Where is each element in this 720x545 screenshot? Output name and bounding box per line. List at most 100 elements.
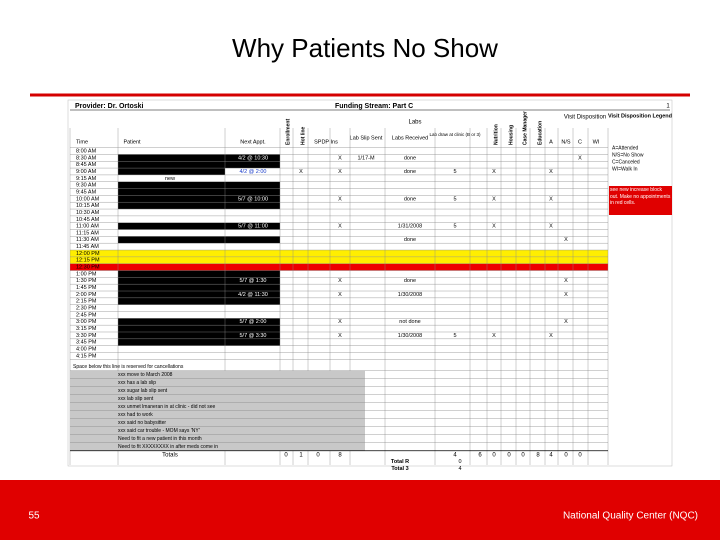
cell-text: C=Canceled (612, 159, 640, 165)
cell-text: Housing (508, 125, 514, 145)
redacted-cell (118, 297, 280, 305)
cell-text: N/S=No Show (612, 152, 644, 158)
cell-text: X (338, 319, 342, 325)
cell-text: X (564, 319, 568, 325)
cell-text: Next Appt. (240, 139, 266, 145)
cell-text: xxx lab slip sent (118, 396, 154, 402)
cell-text: X (564, 278, 568, 284)
cell-text: 8 (338, 452, 342, 458)
cell-text: A (549, 139, 553, 145)
redacted-cell (118, 161, 280, 169)
cell-text: 2:00 PM (76, 292, 97, 298)
redacted-cell (118, 222, 280, 230)
page-number: 55 (28, 511, 40, 522)
cell-text: xxx said car trouble - MOM says 'NY' (118, 428, 200, 434)
redacted-cell (118, 202, 280, 210)
cell-text: 9:45 AM (76, 189, 97, 195)
cell-text: 8 (536, 452, 540, 458)
cell-text: 8:45 AM (76, 162, 97, 168)
cell-text: 10:30 AM (76, 210, 100, 216)
redacted-cell (118, 277, 280, 285)
redacted-cell (118, 195, 280, 203)
cell-text: 4/2 @ 2:00 (240, 169, 267, 175)
cell-text: 0 (564, 452, 568, 458)
cell-text: Funding Stream: Part C (335, 103, 413, 110)
redacted-cell (118, 284, 280, 292)
redacted-cell (118, 154, 280, 162)
redacted-cell (118, 188, 280, 196)
cell-text: 10:15 AM (76, 203, 100, 209)
cell-text: Enrollment (285, 119, 291, 145)
footer-band (0, 480, 720, 540)
cell-text: 2:45 PM (76, 312, 97, 318)
cell-text: 1/31/2008 (398, 224, 422, 230)
cell-text: X (564, 237, 568, 243)
cell-text: A=Attended (612, 145, 638, 151)
cell-text: 11:15 AM (76, 230, 99, 236)
cell-text: Space below this line is reserved for ca… (73, 364, 184, 370)
cell-text: xxx had to work (118, 412, 153, 418)
footer-organization: National Quality Center (NQC) (563, 511, 698, 522)
cell-text: 0 (458, 459, 461, 465)
cell-text: Labs Received (392, 135, 428, 141)
cell-text: WI (593, 139, 600, 145)
cell-text: 0 (507, 452, 511, 458)
cell-text: 1:45 PM (76, 285, 97, 291)
cell-text: 10:00 AM (76, 196, 100, 202)
cell-text: 5/7 @ 2:00 (240, 319, 267, 325)
cell-text: Case Manager (522, 111, 528, 145)
cell-text: X (492, 224, 496, 230)
slide-title: Why Patients No Show (232, 33, 498, 63)
cell-text: Visit Disposition Legend (608, 113, 672, 119)
cell-text: 0 (492, 452, 496, 458)
cell-text: 4 (453, 452, 457, 458)
cell-text: 12:15 PM (76, 258, 100, 264)
cell-text: X (549, 224, 553, 230)
cell-text: Provider: Dr. Ortoski (75, 103, 144, 110)
cell-text: 2:15 PM (76, 299, 97, 305)
cell-text: done (404, 278, 416, 284)
cell-text: Lab Slip Sent (350, 135, 383, 141)
cell-text: 9:30 AM (76, 183, 97, 189)
redacted-cell (118, 270, 280, 278)
cell-text: 1/30/2008 (398, 333, 422, 339)
cell-text: X (338, 292, 342, 298)
cell-text: Visit Disposition (564, 115, 606, 121)
cell-text: 4:00 PM (76, 347, 97, 353)
cell-text: 5/7 @ 3:30 (240, 333, 267, 339)
cell-text: 1 (299, 452, 303, 458)
cell-text: 12:00 PM (76, 251, 100, 257)
cell-text: 1/17-M (357, 155, 375, 161)
cell-text: 9:00 AM (76, 169, 97, 175)
cell-text: 1:00 PM (76, 271, 97, 277)
cell-text: X (549, 196, 553, 202)
cell-text: 8:00 AM (76, 148, 97, 154)
cell-text: 9:15 AM (76, 176, 97, 182)
cell-text: X (492, 196, 496, 202)
cell-text: 5/7 @ 1:30 (240, 278, 267, 284)
cell-text: 0 (284, 452, 288, 458)
redacted-cell (118, 236, 280, 244)
cell-text: X (492, 333, 496, 339)
cell-text: 3:45 PM (76, 340, 97, 346)
cell-text: 4 (549, 452, 553, 458)
cell-text: X (338, 224, 342, 230)
cell-text: Patient (123, 139, 141, 145)
cell-text: 5 (453, 224, 456, 230)
cell-text: X (338, 196, 342, 202)
cell-text: 2:30 PM (76, 306, 97, 312)
redacted-cell (118, 291, 280, 298)
cell-text: xxx said no babysitter (118, 420, 166, 426)
cell-text: SPDP Ins (314, 139, 338, 145)
cell-text: done (404, 169, 416, 175)
cell-text: 6 (478, 452, 482, 458)
cell-text: 0 (316, 452, 320, 458)
cell-text: 1:30 PM (76, 278, 97, 284)
cell-text: xxx move to March 2008 (118, 372, 173, 378)
cell-text: X (338, 278, 342, 284)
cell-text: 4/2 @ 11:30 (238, 292, 268, 298)
cell-text: xxx unmet lmaneran in at clinic - did no… (118, 404, 215, 410)
cell-text: 4:15 PM (76, 353, 97, 359)
cell-text: X (492, 169, 496, 175)
